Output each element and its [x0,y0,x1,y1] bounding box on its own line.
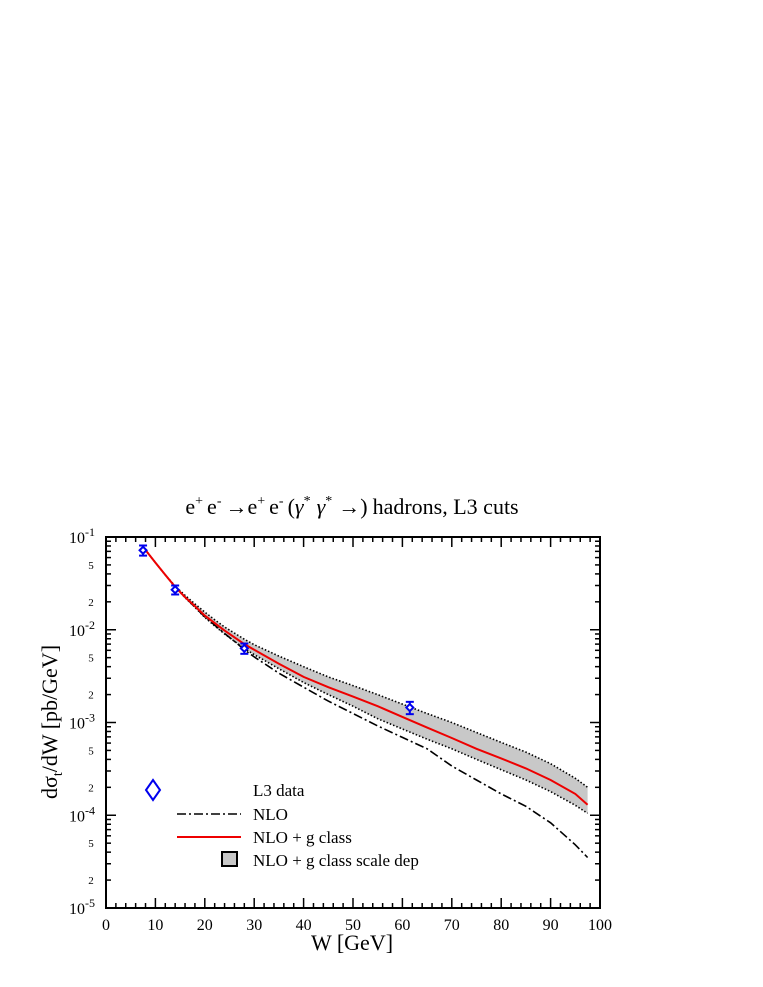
x-tick-label: 100 [588,917,612,934]
x-axis-label: W [GeV] [311,930,393,955]
legend-item: NLO [177,805,288,824]
data-point [170,584,181,596]
y-tick-label: 10-5 [69,896,95,918]
y-axis-label: dσt/dW [pb/GeV] [37,645,66,799]
nlo-line [142,546,589,859]
legend-item: NLO + g class [177,828,352,847]
y-tick-label: 10-2 [69,618,95,640]
nlo-g-class-line [142,546,589,806]
axis-ticks [105,536,601,909]
legend: L3 data NLO NLO + g class NLO + g class sca… [144,778,419,870]
x-tick-label: 20 [197,917,213,934]
diamond-marker [138,545,148,556]
y-minor-label: 2 [88,782,94,794]
legend-label: L3 data [253,781,305,800]
x-tick-label: 60 [394,917,410,934]
data-point [404,700,415,716]
legend-label: NLO [253,805,288,824]
y-minor-label: 2 [88,875,94,887]
legend-diamond-icon [144,778,162,802]
data-point [239,642,250,655]
plot-area [138,544,589,859]
y-minor-label: 5 [88,653,94,665]
x-tick-label: 10 [147,917,163,934]
y-minor-label: 2 [88,690,94,702]
x-tick-label: 70 [444,917,460,934]
data-point [138,544,148,557]
diamond-marker [404,702,415,713]
legend-item: L3 data [144,778,305,802]
chart-title: e+ e- →e+ e- (γ* γ* →) hadrons, L3 cuts [185,494,518,519]
band-fill [143,547,588,814]
y-minor-label: 5 [88,560,94,572]
x-tick-label: 80 [493,917,509,934]
legend-label: NLO + g class [253,828,352,847]
x-tick-label: 50 [345,917,361,934]
legend-label: NLO + g class scale dep [253,851,419,870]
x-tick-label: 40 [296,917,312,934]
y-tick-label: 10-3 [69,711,95,733]
x-tick-label: 30 [246,917,262,934]
y-tick-label: 10-4 [69,803,95,825]
x-tick-label: 90 [543,917,559,934]
band-lower-edge [142,546,589,814]
y-minor-label: 5 [88,745,94,757]
band-upper-edge [142,546,589,788]
diamond-marker [170,584,181,595]
tick-labels: 0 10 20 30 40 50 60 70 80 90 100 10-1 10-2 10-3 10-4 10… [69,525,612,934]
y-minor-label: 5 [88,838,94,850]
y-tick-label: 10-1 [69,525,95,547]
y-minor-label: 2 [88,597,94,609]
legend-band-swatch [221,851,238,867]
legend-item: NLO + g class scale dep [221,851,419,870]
diamond-marker [239,643,250,654]
x-tick-label: 0 [102,917,110,934]
